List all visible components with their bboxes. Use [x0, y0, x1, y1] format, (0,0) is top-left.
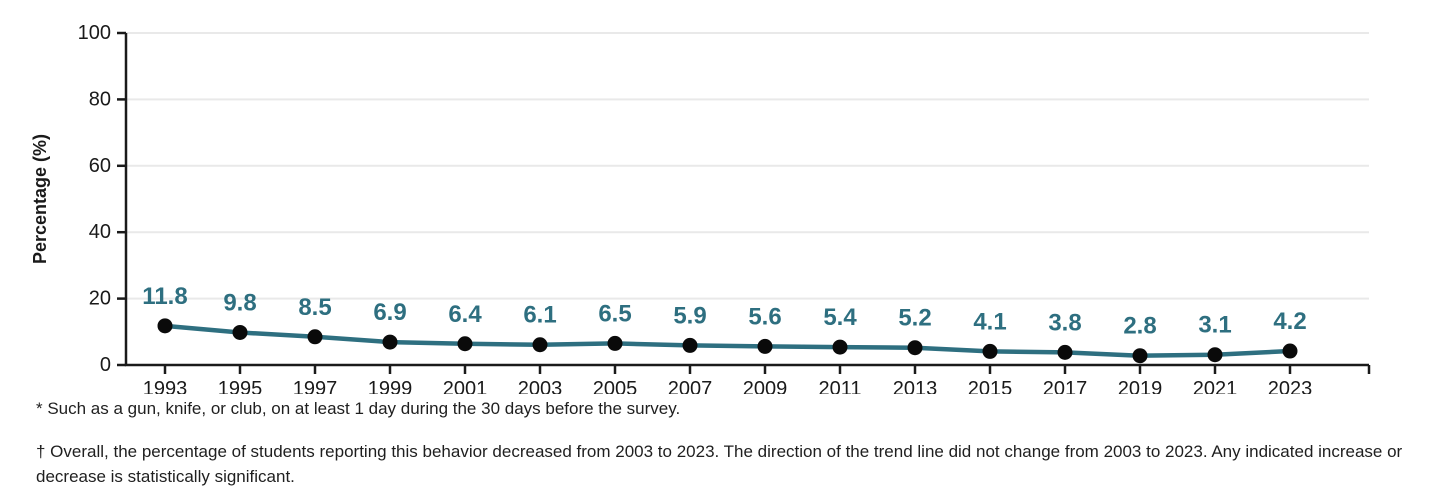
x-tick-label: 2015 — [968, 378, 1013, 394]
y-tick-label: 60 — [89, 155, 111, 177]
x-tick-label: 2001 — [443, 378, 488, 394]
data-point — [307, 329, 323, 345]
data-label: 5.4 — [823, 304, 857, 331]
y-tick-label: 100 — [78, 22, 111, 44]
x-tick-label: 2023 — [1268, 378, 1313, 394]
data-point — [607, 335, 623, 351]
data-label: 6.4 — [448, 301, 482, 328]
footnote-asterisk: * Such as a gun, knife, or club, on at l… — [36, 399, 681, 418]
data-label: 6.1 — [523, 302, 556, 329]
x-tick-label: 1993 — [143, 378, 188, 394]
x-tick-label: 2005 — [593, 378, 638, 394]
data-label: 5.9 — [673, 302, 706, 329]
data-label: 3.8 — [1048, 309, 1081, 336]
data-label: 11.8 — [142, 283, 187, 310]
x-tick-label: 2013 — [893, 378, 938, 394]
y-tick-label: 0 — [100, 354, 111, 376]
x-tick-label: 1997 — [293, 378, 338, 394]
data-label: 5.6 — [748, 303, 781, 330]
data-label: 3.1 — [1198, 312, 1231, 339]
footnote-dagger: † Overall, the percentage of students re… — [36, 441, 1403, 487]
x-tick-label: 1999 — [368, 378, 413, 394]
data-label: 4.1 — [973, 308, 1006, 335]
data-label: 5.2 — [898, 305, 931, 332]
x-tick-label: 2019 — [1118, 378, 1163, 394]
data-label: 8.5 — [298, 294, 331, 321]
x-tick-label: 2009 — [743, 378, 788, 394]
y-tick-label: 20 — [89, 288, 111, 310]
data-point — [232, 324, 248, 340]
data-point — [1057, 344, 1073, 360]
data-point — [1282, 343, 1298, 359]
x-tick-label: 2003 — [518, 378, 563, 394]
data-point — [832, 339, 848, 355]
data-point — [157, 318, 173, 334]
y-axis-title: Percentage (%) — [30, 134, 50, 264]
data-point — [757, 338, 773, 354]
data-point — [907, 340, 923, 356]
trend-line — [162, 323, 1293, 358]
x-tick-label: 1995 — [218, 378, 263, 394]
chart-area: 0 20 40 60 80 100 1993 1995 1997 1999 2001 2003 2005… — [30, 22, 1371, 400]
data-point — [457, 336, 473, 352]
footnotes: * Such as a gun, knife, or club, on at l… — [36, 396, 1430, 490]
line-chart: 0 20 40 60 80 100 1993 1995 1997 1999 2001 2003 2005… — [30, 22, 1371, 400]
data-point — [1132, 348, 1148, 364]
data-label: 2.8 — [1123, 313, 1156, 340]
data-point — [1207, 347, 1223, 363]
data-label: 9.8 — [223, 289, 256, 316]
data-label: 6.5 — [598, 300, 631, 327]
data-point — [682, 337, 698, 353]
data-label: 4.2 — [1273, 308, 1306, 335]
y-tick-label: 40 — [89, 221, 111, 243]
x-tick-label: 2011 — [818, 378, 861, 394]
x-tick-label: 2007 — [668, 378, 713, 394]
x-tick-label: 2017 — [1043, 378, 1088, 394]
data-point — [532, 337, 548, 353]
x-tick-label: 2021 — [1193, 378, 1238, 394]
y-tick-label: 80 — [89, 88, 111, 110]
data-point — [982, 343, 998, 359]
data-label: 6.9 — [373, 299, 406, 326]
data-point — [382, 334, 398, 350]
